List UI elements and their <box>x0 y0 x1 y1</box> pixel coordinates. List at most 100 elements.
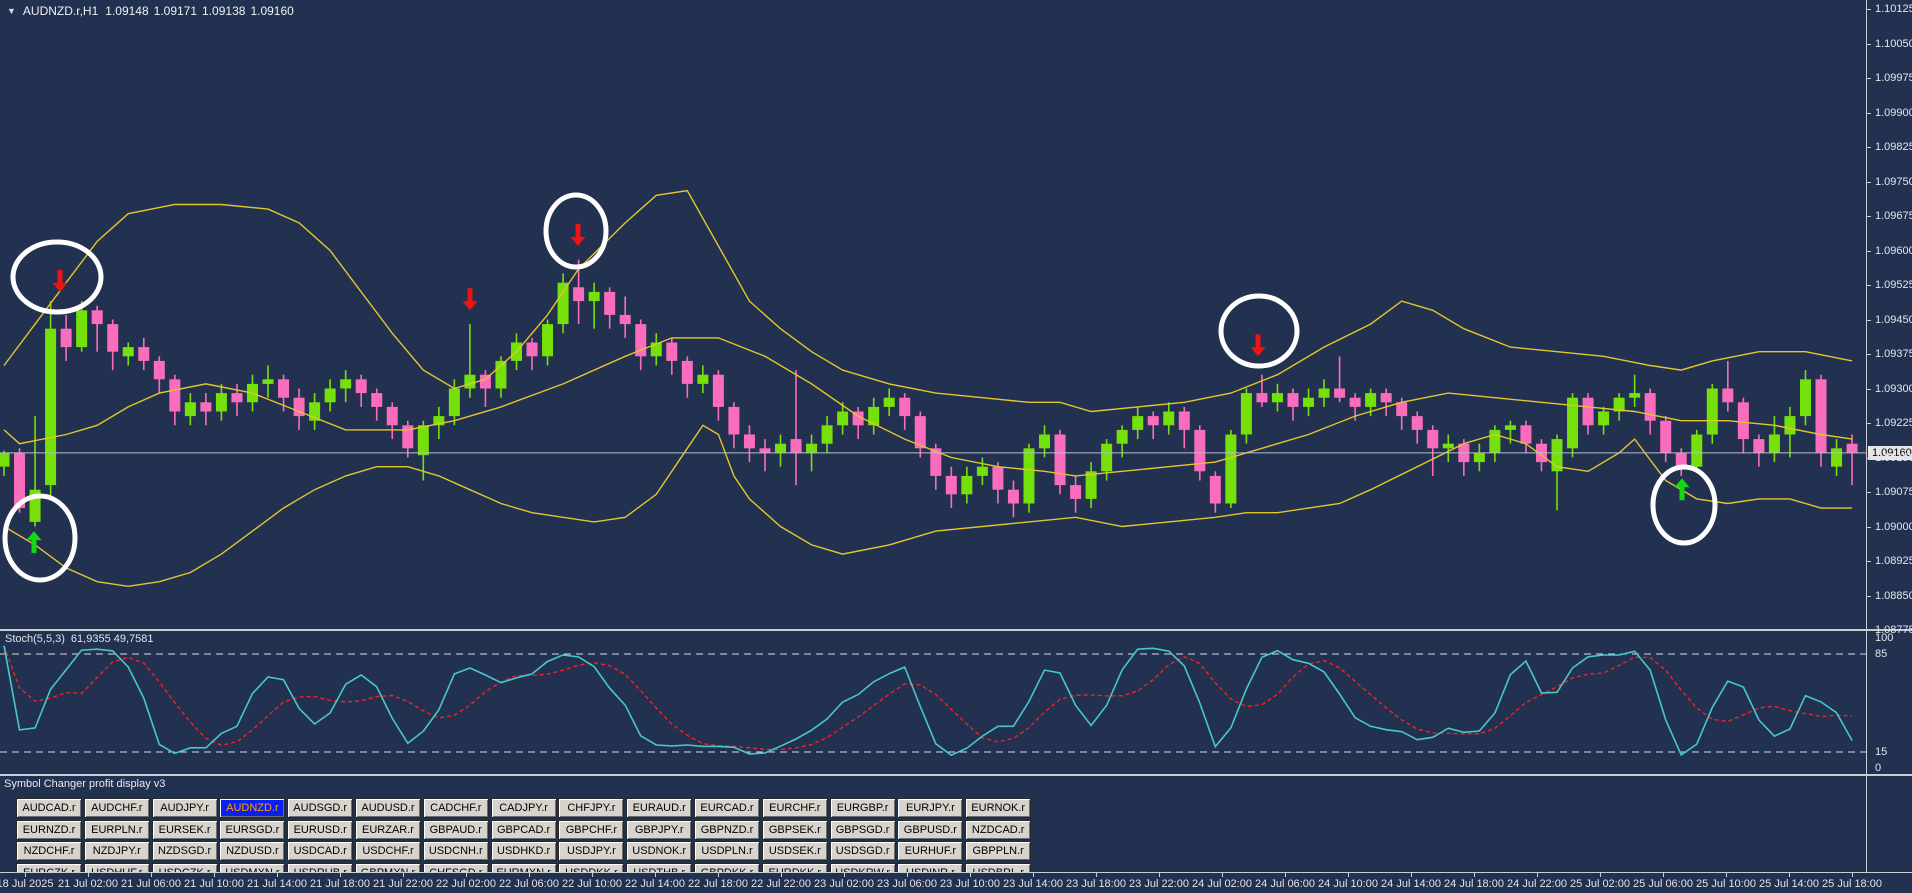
candle-body <box>1194 429 1206 472</box>
symbol-button-usdrub[interactable]: USDRUB.r <box>287 863 354 872</box>
symbol-button-gbppln[interactable]: GBPPLN.r <box>965 841 1032 862</box>
price-tick <box>1867 43 1871 45</box>
panel-separator[interactable] <box>0 774 1912 776</box>
symbol-button-usdczk[interactable]: USDCZK.r <box>151 863 218 872</box>
price-axis[interactable]: 1.09160 1.10125 1.10050 1.09975 1.09900 1.09… <box>1866 0 1912 872</box>
candle-body <box>76 310 88 348</box>
symbol-button-eurdkk[interactable]: EURDKK.r <box>761 863 828 872</box>
chart-dropdown-icon[interactable]: ▼ <box>7 6 16 16</box>
symbol-button-nzdcad[interactable]: NZDCAD.r <box>965 819 1032 840</box>
time-label: 22 Jul 22:00 <box>751 878 811 890</box>
candle-body <box>1427 429 1439 449</box>
symbol-button-eurjpy[interactable]: EURJPY.r <box>897 798 964 818</box>
price-tick <box>1867 319 1871 321</box>
time-label: 22 Jul 14:00 <box>625 878 685 890</box>
candle-body <box>495 360 507 389</box>
symbol-button-eurnok[interactable]: EURNOK.r <box>965 798 1032 818</box>
symbol-button-nzdjpy[interactable]: NZDJPY.r <box>83 841 150 862</box>
symbol-button-eurmxn[interactable]: EURMXN.r <box>490 863 557 872</box>
price-label: 1.09000 <box>1875 520 1912 533</box>
symbol-button-usdjpy[interactable]: USDJPY.r <box>558 841 625 862</box>
symbol-button-gbpjpy[interactable]: GBPJPY.r <box>626 819 693 840</box>
symbol-button-eurzar[interactable]: EURZAR.r <box>355 819 421 840</box>
price-label: 1.09825 <box>1875 141 1912 153</box>
symbol-button-gbpaud[interactable]: GBPAUD.r <box>422 819 489 840</box>
symbol-button-gbpchf[interactable]: GBPCHF.r <box>558 819 625 840</box>
stoch-axis-label: 85 <box>1875 648 1888 660</box>
symbol-button-eursek[interactable]: EURSEK.r <box>151 819 218 840</box>
symbol-button-audnzd[interactable]: AUDNZD.r <box>219 798 286 818</box>
symbol-button-eurpln[interactable]: EURPLN.r <box>83 819 150 840</box>
symbol-button-euraud[interactable]: EURAUD.r <box>626 798 693 818</box>
symbol-button-gbpusd[interactable]: GBPUSD.r <box>897 819 964 840</box>
price-label: 1.09900 <box>1875 106 1912 119</box>
symbol-button-usdsgd[interactable]: USDSGD.r <box>829 841 896 862</box>
panel-separator[interactable] <box>0 629 1912 631</box>
time-axis[interactable]: 18 Jul 2025 21 Jul 02:00 21 Jul 06:00 21 Ju… <box>0 872 1912 893</box>
symbol-button-usdpln[interactable]: USDPLN.r <box>694 841 760 862</box>
price-label: 1.10125 <box>1875 3 1912 15</box>
time-label: 25 Jul 02:00 <box>1570 878 1630 890</box>
symbol-button-usdmxn[interactable]: USDMXN.r <box>219 863 286 872</box>
price-chart-canvas[interactable] <box>0 0 1866 630</box>
time-tick <box>25 873 26 877</box>
symbol-button-usdcad[interactable]: USDCAD.r <box>287 841 354 862</box>
symbol-button-eurcad[interactable]: EURCAD.r <box>694 798 760 818</box>
candle-body <box>930 448 942 476</box>
symbol-button-chfjpy[interactable]: CHFJPY.r <box>558 798 625 818</box>
symbol-button-gbpcad[interactable]: GBPCAD.r <box>490 819 557 840</box>
time-tick <box>1096 873 1097 877</box>
symbol-button-gbpdkk[interactable]: GBPDKK.r <box>694 863 760 872</box>
symbol-button-eurnzd[interactable]: EURNZD.r <box>16 819 82 840</box>
symbol-button-usdkrw[interactable]: USDKRW.r <box>829 863 896 872</box>
symbol-button-usdhkd[interactable]: USDHKD.r <box>490 841 557 862</box>
symbol-button-eurhuf[interactable]: EURHUF.r <box>897 841 964 862</box>
symbol-button-usdinr[interactable]: USDINR.r <box>897 863 964 872</box>
symbol-button-cadjpy[interactable]: CADJPY.r <box>490 798 557 818</box>
candle-body <box>1613 397 1625 412</box>
symbol-button-usddkk[interactable]: USDDKK.r <box>558 863 625 872</box>
symbol-button-audchf[interactable]: AUDCHF.r <box>83 798 150 818</box>
symbol-button-audsgd[interactable]: AUDSGD.r <box>287 798 354 818</box>
symbol-button-eurchf[interactable]: EURCHF.r <box>761 798 828 818</box>
symbol-button-usdchf[interactable]: USDCHF.r <box>355 841 421 862</box>
symbol-button-chfsgd[interactable]: CHFSGD.r <box>422 863 489 872</box>
candle-body <box>542 324 554 357</box>
stochastic-chart-canvas[interactable] <box>0 631 1866 773</box>
symbol-button-usdthb[interactable]: USDTHB.r <box>626 863 693 872</box>
symbol-button-usdbrl[interactable]: USDBRL.r <box>965 863 1032 872</box>
symbol-button-audusd[interactable]: AUDUSD.r <box>355 798 421 818</box>
signal-arrow-down <box>52 269 68 292</box>
symbol-button-usdsek[interactable]: USDSEK.r <box>761 841 828 862</box>
time-tick <box>88 873 89 877</box>
candle-body <box>1551 439 1563 472</box>
symbol-button-audcad[interactable]: AUDCAD.r <box>16 798 82 818</box>
symbol-button-gbpmxn[interactable]: GBPMXN.r <box>355 863 421 872</box>
symbol-button-gbpsek[interactable]: GBPSEK.r <box>761 819 828 840</box>
symbol-button-usdcnh[interactable]: USDCNH.r <box>422 841 489 862</box>
symbol-button-audjpy[interactable]: AUDJPY.r <box>151 798 218 818</box>
time-label: 21 Jul 02:00 <box>58 878 118 890</box>
symbol-button-gbpsgd[interactable]: GBPSGD.r <box>829 819 896 840</box>
time-tick <box>907 873 908 877</box>
symbol-button-usdhuf[interactable]: USDHUF.r <box>83 863 150 872</box>
symbol-button-eurgbp[interactable]: EURGBP.r <box>829 798 896 818</box>
time-tick <box>277 873 278 877</box>
symbol-button-eursgd[interactable]: EURSGD.r <box>219 819 286 840</box>
chart-symbol-timeframe: AUDNZD.r,H1 <box>22 4 99 18</box>
candle-body <box>0 452 10 467</box>
symbol-button-usdnok[interactable]: USDNOK.r <box>626 841 693 862</box>
price-label: 1.09975 <box>1875 72 1912 84</box>
symbol-button-gbpnzd[interactable]: GBPNZD.r <box>694 819 760 840</box>
symbol-button-eurczk[interactable]: EURCZK.r <box>16 863 82 872</box>
symbol-button-eurusd[interactable]: EURUSD.r <box>287 819 354 840</box>
symbol-button-nzdsgd[interactable]: NZDSGD.r <box>151 841 218 862</box>
candle-body <box>1178 411 1190 430</box>
symbol-button-nzdusd[interactable]: NZDUSD.r <box>219 841 286 862</box>
symbol-button-nzdchf[interactable]: NZDCHF.r <box>16 841 82 862</box>
candle-body <box>309 402 321 421</box>
symbol-button-cadchf[interactable]: CADCHF.r <box>422 798 489 818</box>
candle-body <box>1287 393 1299 407</box>
bollinger-lower-band <box>3 424 1853 588</box>
candle-body <box>1411 416 1423 430</box>
